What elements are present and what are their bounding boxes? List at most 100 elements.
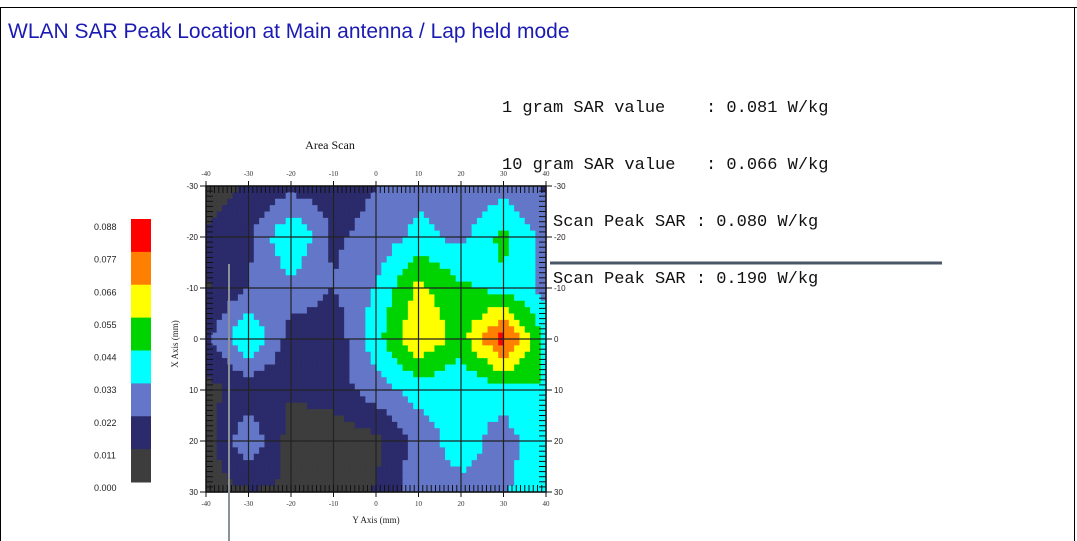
heat-cell <box>237 237 244 244</box>
heat-cell <box>429 396 436 404</box>
heat-cell <box>349 472 356 480</box>
heat-cell <box>450 319 457 327</box>
heat-cell <box>498 256 505 264</box>
heat-cell <box>285 428 292 436</box>
heat-cell <box>535 447 542 455</box>
heat-cell <box>407 345 414 353</box>
heat-cell <box>514 217 521 225</box>
heat-cell <box>471 383 478 391</box>
heat-cell <box>508 288 515 295</box>
heat-cell <box>418 472 425 480</box>
heat-cell <box>439 460 446 468</box>
heat-cell <box>434 288 441 295</box>
heat-cell <box>301 313 308 321</box>
heat-cell <box>455 192 462 200</box>
heat-cell <box>248 249 255 257</box>
heat-cell <box>535 186 542 193</box>
heat-cell <box>381 224 388 232</box>
heat-cell <box>407 268 414 276</box>
heat-cell <box>216 460 223 468</box>
heat-cell <box>407 415 414 423</box>
heat-cell <box>476 409 483 417</box>
heat-cell <box>338 275 345 283</box>
heat-cell <box>482 275 489 283</box>
heat-cell <box>530 211 536 219</box>
heat-cell <box>508 268 515 276</box>
heat-cell <box>439 390 446 397</box>
heat-cell <box>285 358 292 366</box>
heat-cell <box>508 198 515 206</box>
heat-cell <box>535 275 542 283</box>
heat-cell <box>333 249 340 257</box>
heat-cell <box>285 262 292 270</box>
heat-cell <box>524 485 531 493</box>
heat-cell <box>434 383 441 391</box>
heat-cell <box>530 345 536 353</box>
heat-cell <box>285 275 292 283</box>
heat-cell <box>418 466 425 474</box>
heat-cell <box>317 370 324 378</box>
heat-cell <box>535 441 542 448</box>
heat-cell <box>450 370 457 378</box>
heat-cell <box>418 224 425 232</box>
heat-cell <box>514 256 521 264</box>
heat-cell <box>508 377 515 385</box>
heat-cell <box>306 211 313 219</box>
heat-cell <box>328 377 335 385</box>
heat-cell <box>482 460 489 468</box>
x-tick-label-bottom: -20 <box>286 500 296 508</box>
colorbar-swatch <box>131 219 151 253</box>
heat-cell <box>269 256 276 264</box>
heat-cell <box>333 288 340 295</box>
heat-cell <box>487 313 494 321</box>
heat-cell <box>429 230 436 238</box>
heat-cell <box>487 396 494 404</box>
heat-cell <box>370 319 377 327</box>
heat-cell <box>338 479 345 487</box>
heat-cell <box>232 479 239 487</box>
heat-cell <box>423 243 430 251</box>
heat-cell <box>471 268 478 276</box>
heat-cell <box>530 230 536 238</box>
heat-cell <box>365 262 372 270</box>
heat-cell <box>264 441 271 448</box>
heat-cell <box>291 409 297 417</box>
heat-cell <box>243 377 250 385</box>
heat-cell <box>211 262 218 270</box>
heat-cell <box>397 198 404 206</box>
heat-cell <box>221 409 228 417</box>
heat-cell <box>280 447 287 455</box>
heat-cell <box>248 186 255 193</box>
heat-cell <box>301 192 308 200</box>
heat-cell <box>312 326 319 334</box>
heat-cell <box>530 428 536 436</box>
heat-cell <box>237 332 244 340</box>
heat-cell <box>455 307 462 315</box>
heat-cell <box>381 351 388 359</box>
heat-cell <box>264 332 271 340</box>
heat-cell <box>360 294 366 302</box>
heat-cell <box>503 217 510 225</box>
heat-cell <box>216 249 223 257</box>
heat-cell <box>386 364 393 372</box>
heat-cell <box>471 364 478 372</box>
heat-cell <box>338 339 345 346</box>
heat-cell <box>514 364 521 372</box>
heat-cell <box>227 339 234 346</box>
heat-cell <box>243 288 250 295</box>
heat-cell <box>264 230 271 238</box>
colorbar-swatch <box>131 251 151 286</box>
heat-cell <box>503 332 510 340</box>
heat-cell <box>317 383 324 391</box>
heat-cell <box>391 396 398 404</box>
heat-cell <box>227 447 234 455</box>
heat-cell <box>376 224 382 232</box>
heat-cell <box>407 364 414 372</box>
heat-cell <box>306 268 313 276</box>
heat-cell <box>391 453 398 461</box>
heat-cell <box>227 230 234 238</box>
heat-cell <box>301 390 308 397</box>
heat-cell <box>487 377 494 385</box>
heat-cell <box>360 249 366 257</box>
heat-cell <box>264 186 271 193</box>
